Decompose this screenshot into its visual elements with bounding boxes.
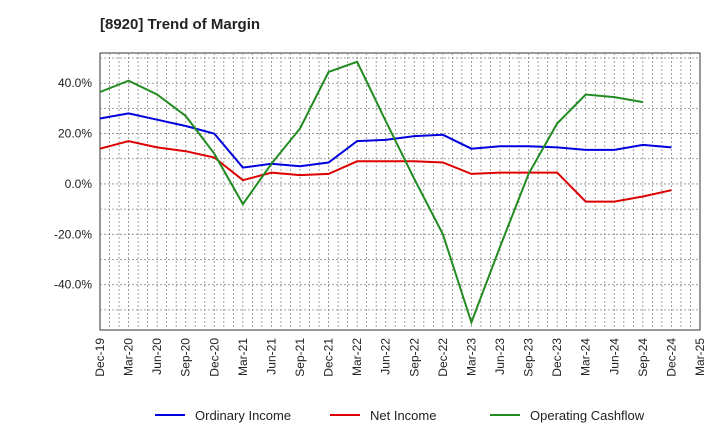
- x-tick-label: Sep-21: [293, 338, 307, 377]
- x-tick-label: Mar-25: [693, 338, 707, 376]
- net-income-line: [99, 140, 672, 203]
- x-tick-label: Jun-22: [379, 338, 393, 375]
- y-tick-label: -20.0%: [54, 227, 92, 241]
- x-tick-label: Dec-20: [207, 338, 221, 377]
- x-tick-label: Sep-20: [179, 338, 193, 377]
- y-tick-label: 0.0%: [65, 177, 93, 191]
- x-tick-label: Sep-22: [407, 338, 421, 377]
- operating-cashflow-line: [99, 60, 644, 326]
- x-tick-label: Jun-20: [150, 338, 164, 375]
- net-income-legend-label: Net Income: [370, 408, 436, 423]
- x-tick-label: Sep-24: [636, 338, 650, 377]
- x-tick-label: Dec-22: [436, 338, 450, 377]
- x-tick-label: Dec-21: [322, 338, 336, 377]
- x-tick-label: Mar-24: [579, 338, 593, 376]
- operating-cashflow-legend-label: Operating Cashflow: [530, 408, 645, 423]
- x-tick-label: Dec-24: [664, 338, 678, 377]
- x-tick-label: Jun-24: [607, 338, 621, 375]
- x-tick-label: Sep-23: [522, 338, 536, 377]
- ordinary-income-legend-label: Ordinary Income: [195, 408, 291, 423]
- plot-area: [99, 52, 701, 331]
- chart-title: [8920] Trend of Margin: [100, 16, 261, 33]
- y-tick-label: 20.0%: [58, 127, 92, 141]
- x-tick-label: Jun-21: [264, 338, 278, 375]
- y-tick-label: 40.0%: [58, 76, 92, 90]
- x-tick-label: Mar-21: [236, 338, 250, 376]
- x-tick-label: Dec-23: [550, 338, 564, 377]
- x-tick-label: Mar-20: [122, 338, 136, 376]
- x-tick-label: Mar-23: [464, 338, 478, 376]
- x-tick-label: Jun-23: [493, 338, 507, 375]
- x-tick-label: Mar-22: [350, 338, 364, 376]
- x-tick-label: Dec-19: [93, 338, 107, 377]
- y-tick-label: -40.0%: [54, 278, 92, 292]
